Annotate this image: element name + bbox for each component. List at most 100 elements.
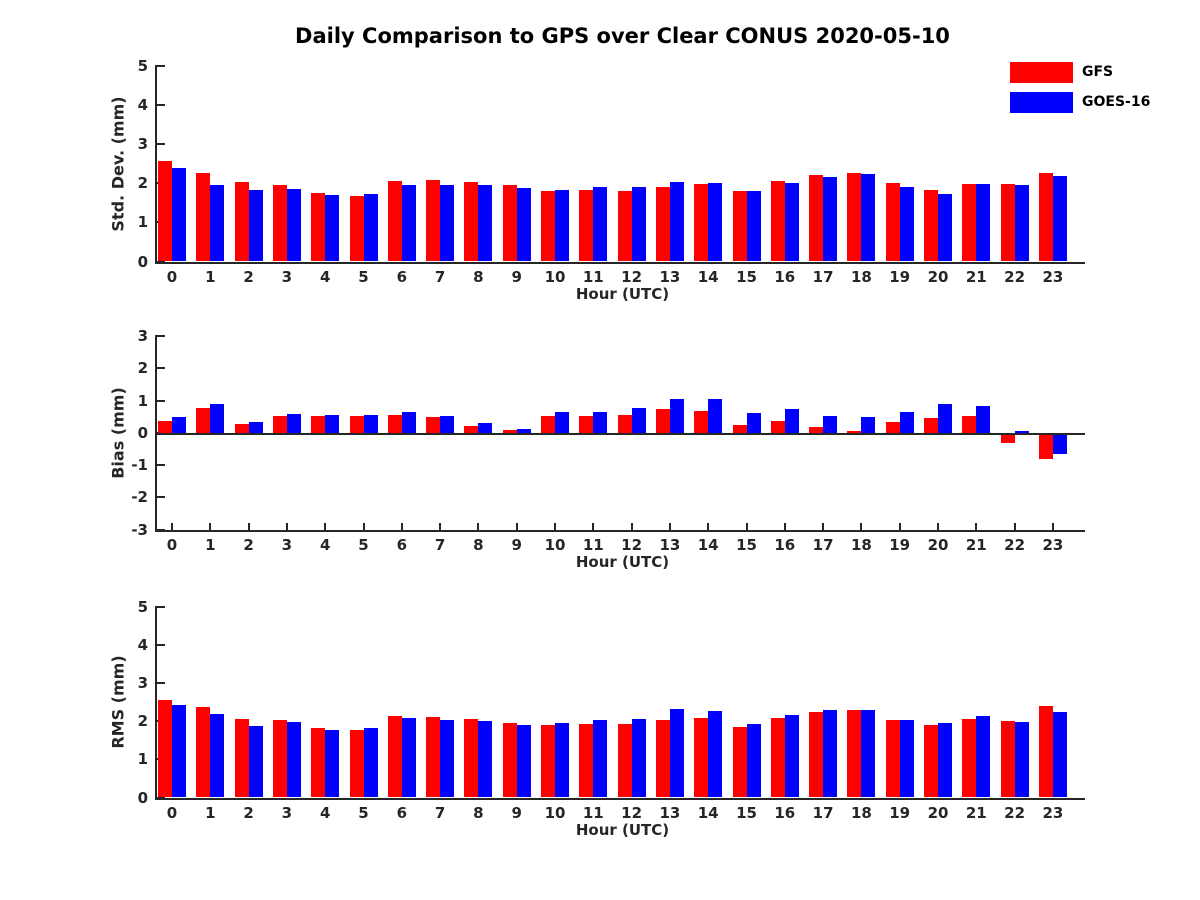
x-tick-label: 8 xyxy=(473,267,484,286)
bar-gfs-h4 xyxy=(311,192,326,262)
y-tick-label: -1 xyxy=(131,456,148,475)
y-tick xyxy=(157,464,165,467)
x-tick xyxy=(362,522,365,530)
bar-goes16-h2 xyxy=(248,422,263,433)
y-tick-label: 2 xyxy=(137,712,148,731)
bar-gfs-h21 xyxy=(962,718,977,798)
x-tick xyxy=(285,522,288,530)
bar-goes16-h13 xyxy=(669,708,684,798)
zero-line xyxy=(155,432,1085,436)
bar-goes16-h5 xyxy=(363,415,378,433)
x-tick-label: 19 xyxy=(889,267,911,286)
x-tick-label: 16 xyxy=(774,535,796,554)
x-tick-label: 21 xyxy=(965,535,987,554)
y-tick-label: 1 xyxy=(137,750,148,769)
bar-gfs-h11 xyxy=(579,724,594,798)
x-tick xyxy=(209,522,212,530)
x-tick xyxy=(592,522,595,530)
y-tick xyxy=(157,431,165,434)
bar-goes16-h0 xyxy=(172,704,186,798)
bar-gfs-h4 xyxy=(311,416,326,433)
bar-goes16-h18 xyxy=(861,416,876,433)
x-tick-label: 15 xyxy=(736,535,757,554)
bar-gfs-h12 xyxy=(617,191,632,262)
bar-gfs-h16 xyxy=(770,420,785,433)
x-tick-label: 20 xyxy=(927,803,949,822)
x-tick-label: 9 xyxy=(511,803,522,822)
bar-gfs-h23 xyxy=(1038,435,1053,459)
legend-swatch-goes16 xyxy=(1010,92,1073,113)
x-tick-label: 4 xyxy=(319,535,331,554)
x-tick-label: 11 xyxy=(582,803,604,822)
bar-goes16-h13 xyxy=(669,182,684,262)
x-tick-label: 13 xyxy=(659,803,681,822)
bar-goes16-h14 xyxy=(708,398,723,433)
bar-gfs-h8 xyxy=(464,718,479,798)
y-tick-label: 5 xyxy=(137,56,148,75)
bar-gfs-h12 xyxy=(617,415,632,433)
bar-gfs-h18 xyxy=(847,172,862,262)
bar-goes16-h23 xyxy=(1052,176,1067,262)
bar-gfs-h10 xyxy=(541,190,555,262)
bar-gfs-h17 xyxy=(809,712,824,798)
bar-gfs-h22 xyxy=(1000,720,1015,798)
bar-gfs-h2 xyxy=(234,182,249,262)
x-tick-label: 10 xyxy=(544,803,566,822)
bar-goes16-h5 xyxy=(363,728,378,798)
y-tick-label: 3 xyxy=(137,134,148,153)
bar-goes16-h22 xyxy=(1014,722,1029,798)
bar-gfs-h3 xyxy=(272,184,287,262)
x-tick-label: 12 xyxy=(621,803,643,822)
x-tick-label: 5 xyxy=(358,535,369,554)
bar-gfs-h13 xyxy=(655,719,670,798)
x-tick-label: 2 xyxy=(243,535,254,554)
bar-gfs-h10 xyxy=(541,415,555,433)
bar-goes16-h14 xyxy=(708,710,723,798)
bar-goes16-h23 xyxy=(1052,712,1067,798)
y-tick-label: 4 xyxy=(137,95,148,114)
bar-goes16-h17 xyxy=(823,177,838,262)
xlabel-bias: Hour (UTC) xyxy=(575,553,670,571)
y-tick xyxy=(157,605,165,608)
x-tick-label: 3 xyxy=(281,267,293,286)
x-tick-label: 15 xyxy=(736,267,757,286)
bar-goes16-h6 xyxy=(401,718,416,798)
x-tick-label: 0 xyxy=(166,803,178,822)
x-tick-label: 13 xyxy=(659,267,681,286)
x-tick-label: 13 xyxy=(659,535,681,554)
bar-goes16-h2 xyxy=(248,726,263,798)
y-tick-label: 3 xyxy=(137,673,148,692)
bar-goes16-h14 xyxy=(708,183,723,262)
x-tick-label: 6 xyxy=(396,267,408,286)
y-axis-spine xyxy=(155,605,157,800)
x-tick-label: 18 xyxy=(850,535,872,554)
x-tick-label: 11 xyxy=(582,267,604,286)
bar-goes16-h17 xyxy=(823,415,838,433)
bar-goes16-h3 xyxy=(286,188,301,262)
y-tick-label: -3 xyxy=(131,520,148,539)
bar-goes16-h18 xyxy=(861,710,876,798)
bar-gfs-h6 xyxy=(387,180,402,262)
bar-gfs-h20 xyxy=(924,724,938,798)
bar-goes16-h22 xyxy=(1014,431,1029,433)
xlabel-stddev: Hour (UTC) xyxy=(575,285,670,303)
bar-gfs-h8 xyxy=(464,181,479,262)
bar-gfs-h20 xyxy=(924,418,938,433)
y-tick xyxy=(157,528,165,531)
y-tick xyxy=(157,399,165,402)
bar-goes16-h18 xyxy=(861,174,876,262)
bar-gfs-h2 xyxy=(234,424,249,433)
legend-swatch-gfs xyxy=(1010,62,1073,83)
bar-gfs-h14 xyxy=(694,183,709,262)
x-tick-label: 0 xyxy=(166,267,178,286)
x-tick-label: 17 xyxy=(812,535,834,554)
bar-goes16-h10 xyxy=(555,412,569,433)
bar-goes16-h10 xyxy=(555,190,569,262)
x-tick-label: 4 xyxy=(319,803,331,822)
x-tick-label: 14 xyxy=(697,803,719,822)
y-tick xyxy=(157,142,165,145)
x-tick-label: 4 xyxy=(319,267,331,286)
bar-gfs-h23 xyxy=(1038,172,1053,262)
bar-goes16-h11 xyxy=(593,412,608,433)
y-tick xyxy=(157,260,165,263)
